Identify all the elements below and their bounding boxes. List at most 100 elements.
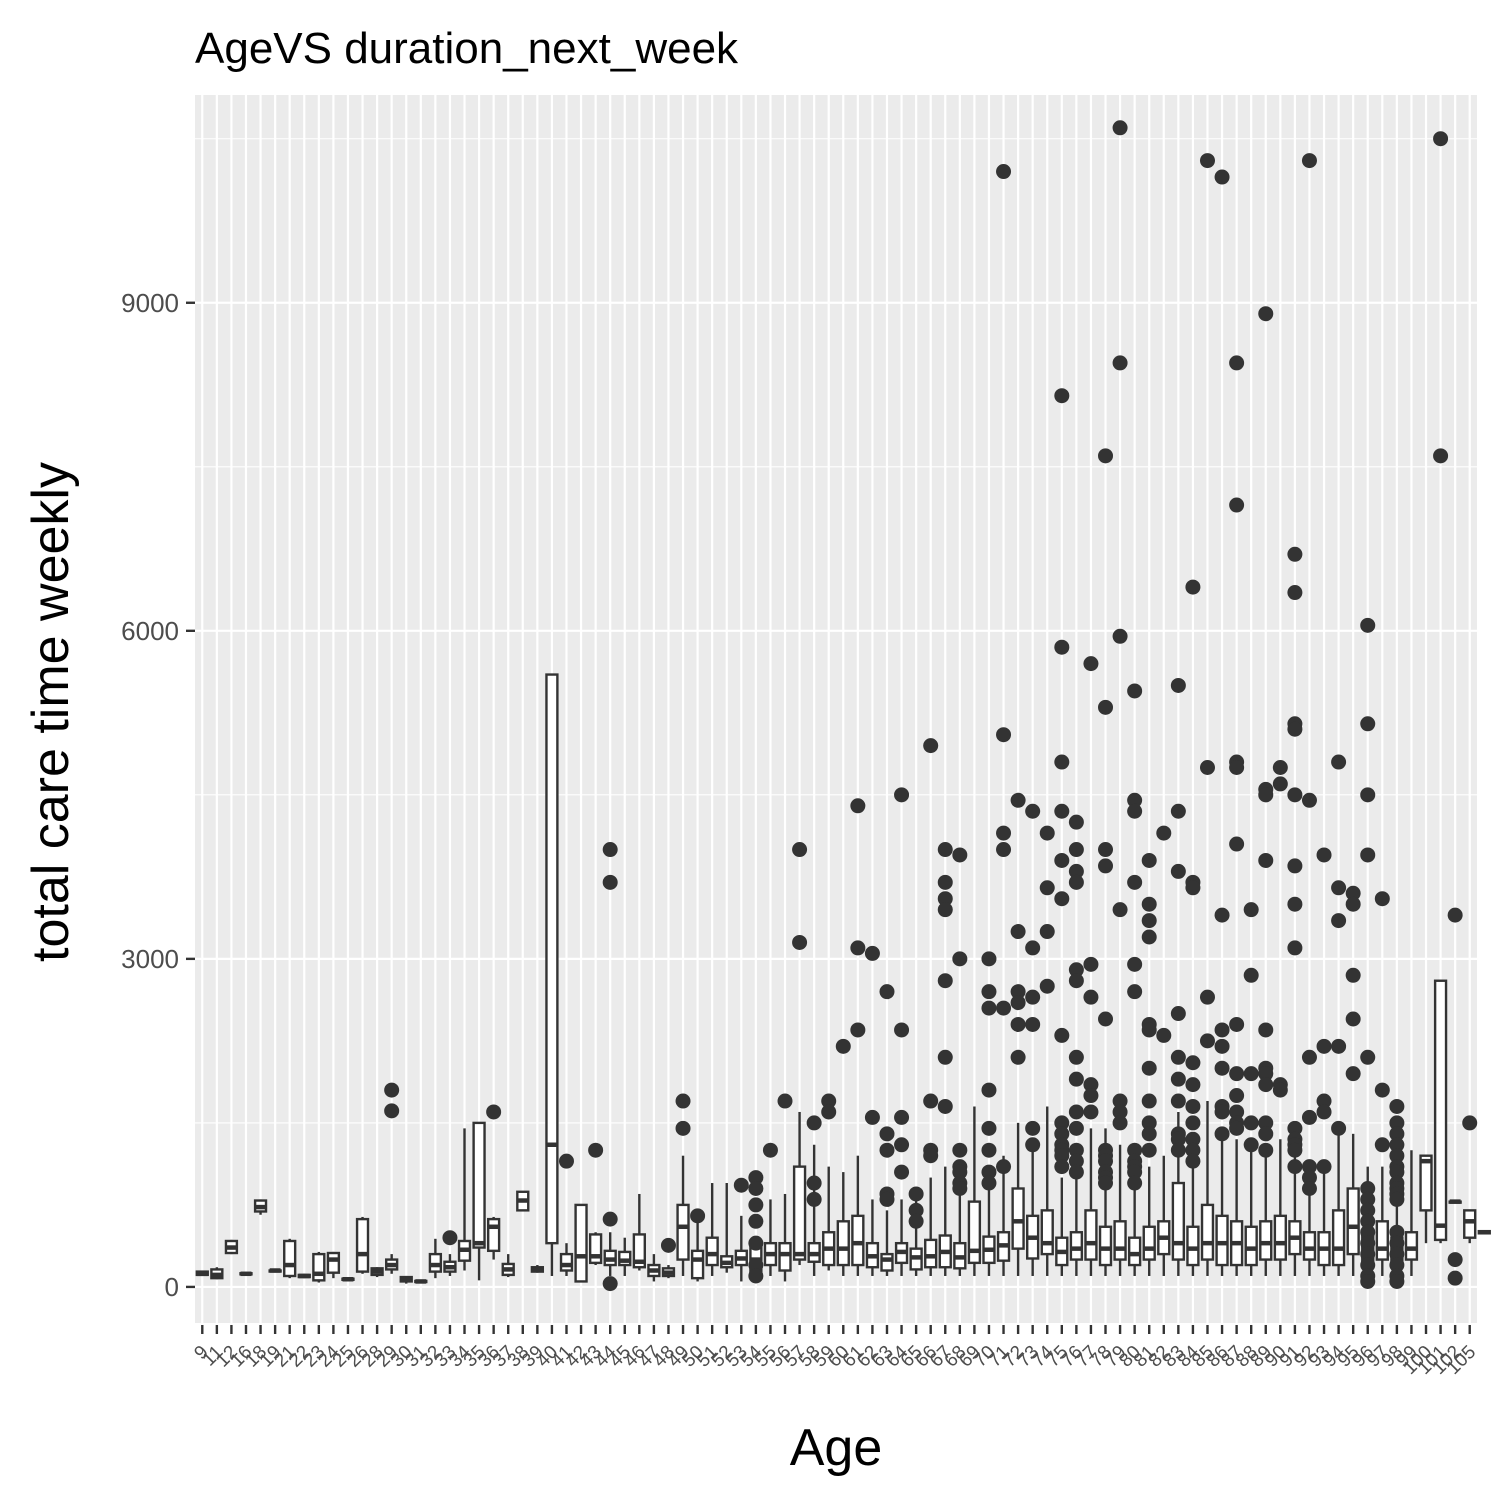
box-group bbox=[457, 1128, 472, 1271]
outlier-point bbox=[1374, 1137, 1390, 1153]
outlier-point bbox=[1170, 1093, 1186, 1109]
outlier-point bbox=[1287, 787, 1303, 803]
outlier-point bbox=[1112, 1093, 1128, 1109]
outlier-point bbox=[1316, 1038, 1332, 1054]
outlier-point bbox=[952, 951, 968, 967]
box-group bbox=[1229, 1139, 1244, 1276]
outlier-point bbox=[835, 1038, 851, 1054]
outlier-point bbox=[1083, 1104, 1099, 1120]
outlier-point bbox=[1243, 1066, 1259, 1082]
outlier-point bbox=[1170, 1131, 1186, 1147]
box-iqr bbox=[312, 1252, 326, 1282]
outlier-point bbox=[996, 842, 1012, 858]
box-group bbox=[603, 1232, 617, 1276]
outlier-point bbox=[981, 1082, 997, 1098]
box-group bbox=[792, 1111, 807, 1266]
outlier-point bbox=[1258, 852, 1274, 868]
box-group bbox=[982, 1188, 996, 1276]
outlier-point bbox=[1447, 1252, 1463, 1268]
box-iqr bbox=[1113, 1220, 1127, 1261]
outlier-point bbox=[1185, 1077, 1201, 1093]
outlier-point bbox=[748, 1268, 764, 1284]
box-group bbox=[312, 1251, 326, 1283]
outlier-point bbox=[1127, 984, 1143, 1000]
outlier-point bbox=[1389, 1191, 1405, 1207]
outlier-point bbox=[952, 1164, 968, 1180]
outlier-point bbox=[1185, 579, 1201, 595]
outlier-point bbox=[1301, 1180, 1317, 1196]
outlier-point bbox=[486, 1104, 502, 1120]
box-group bbox=[253, 1199, 268, 1215]
outlier-point bbox=[1214, 169, 1230, 185]
outlier-point bbox=[937, 1049, 953, 1065]
outlier-point bbox=[923, 738, 939, 754]
outlier-point bbox=[384, 1082, 400, 1098]
box-iqr bbox=[1084, 1209, 1098, 1261]
outlier-point bbox=[996, 727, 1012, 743]
box-group bbox=[501, 1254, 515, 1278]
outlier-point bbox=[1360, 1202, 1376, 1218]
box-group bbox=[443, 1254, 457, 1276]
outlier-point bbox=[1054, 803, 1070, 819]
outlier-point bbox=[1229, 1120, 1245, 1136]
outlier-point bbox=[762, 1142, 778, 1158]
outlier-point bbox=[1068, 1071, 1084, 1087]
box-group bbox=[705, 1183, 719, 1276]
box-group bbox=[1157, 1155, 1171, 1276]
box-group bbox=[1448, 1199, 1462, 1204]
outlier-point bbox=[1054, 1159, 1070, 1175]
outlier-point bbox=[1141, 1093, 1157, 1109]
outliers-layer bbox=[384, 120, 1478, 1292]
box-group bbox=[661, 1265, 676, 1279]
outlier-point bbox=[1170, 1049, 1186, 1065]
box-iqr bbox=[1171, 1181, 1186, 1261]
outlier-point bbox=[1258, 1022, 1274, 1038]
outlier-point bbox=[1258, 306, 1274, 322]
box-group bbox=[385, 1254, 399, 1274]
outlier-point bbox=[1360, 1257, 1376, 1273]
box-group bbox=[924, 1177, 938, 1276]
outlier-point bbox=[1389, 1126, 1405, 1142]
outlier-point bbox=[908, 1186, 924, 1202]
box-group bbox=[1317, 1172, 1331, 1276]
box-iqr bbox=[1186, 1225, 1200, 1267]
outlier-point bbox=[1389, 1137, 1405, 1153]
outlier-point bbox=[1331, 913, 1347, 929]
outlier-point bbox=[937, 973, 953, 989]
outlier-point bbox=[1185, 1055, 1201, 1071]
box-iqr bbox=[967, 1200, 982, 1265]
outlier-point bbox=[1229, 836, 1245, 852]
outlier-point bbox=[894, 1109, 910, 1125]
box-group bbox=[1113, 1144, 1127, 1276]
outlier-point bbox=[1039, 978, 1055, 994]
outlier-point bbox=[1258, 787, 1274, 803]
outlier-point bbox=[1068, 814, 1084, 830]
outlier-point bbox=[1229, 1088, 1245, 1104]
outlier-point bbox=[981, 1000, 997, 1016]
outlier-point bbox=[1374, 1082, 1390, 1098]
outlier-point bbox=[1185, 880, 1201, 896]
outlier-point bbox=[588, 1142, 604, 1158]
outlier-point bbox=[1141, 1142, 1157, 1158]
box-group bbox=[1011, 1122, 1025, 1276]
box-iqr bbox=[559, 1252, 574, 1272]
box-group bbox=[341, 1277, 355, 1282]
box-iqr bbox=[632, 1233, 646, 1269]
outlier-point bbox=[442, 1230, 458, 1246]
outlier-point bbox=[923, 1093, 939, 1109]
box-group bbox=[1040, 1106, 1054, 1276]
box-iqr bbox=[1200, 1203, 1215, 1261]
box-group bbox=[734, 1215, 748, 1282]
box-group bbox=[1404, 1150, 1419, 1276]
outlier-point bbox=[1301, 1049, 1317, 1065]
outlier-point bbox=[1170, 803, 1186, 819]
outlier-point bbox=[1243, 1137, 1259, 1153]
outlier-point bbox=[660, 1237, 676, 1253]
outlier-point bbox=[1389, 1257, 1405, 1273]
outlier-point bbox=[1156, 1027, 1172, 1043]
outlier-point bbox=[952, 1142, 968, 1158]
outlier-point bbox=[1229, 1066, 1245, 1082]
outlier-point bbox=[602, 874, 618, 890]
outlier-point bbox=[602, 1211, 618, 1227]
outlier-point bbox=[1287, 858, 1303, 874]
